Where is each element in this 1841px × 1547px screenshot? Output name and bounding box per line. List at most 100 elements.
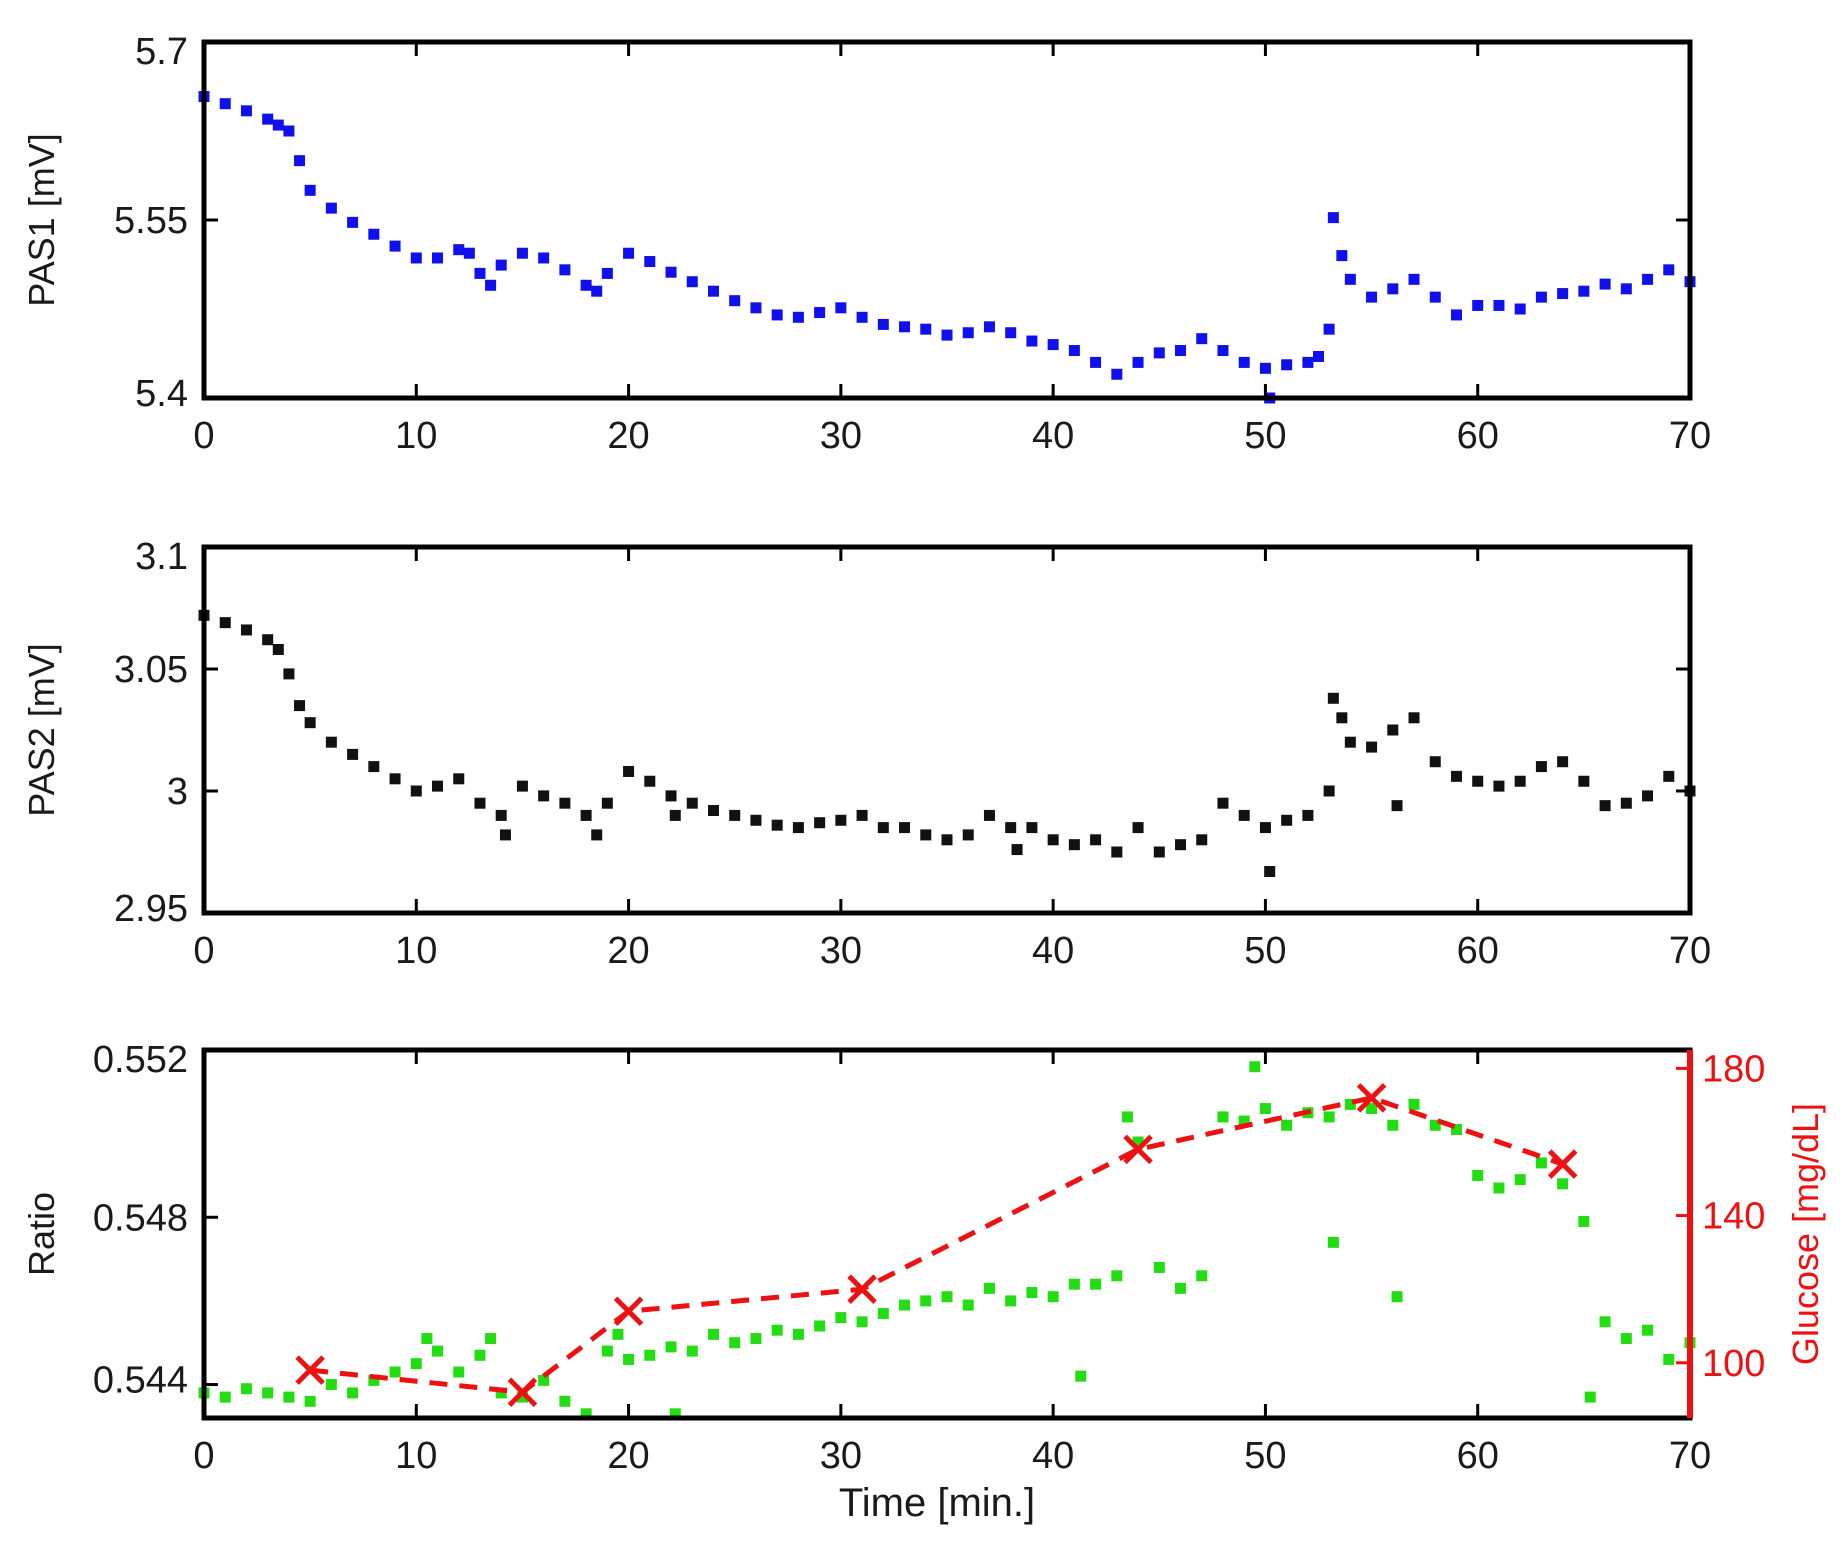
axes-frame [201,39,1693,401]
data-point [1344,736,1356,748]
data-point [1356,1083,1387,1113]
data-point [1429,1119,1441,1131]
data-point [432,1345,444,1357]
data-point [644,256,656,268]
series-1 [198,91,1696,404]
data-point [389,240,401,252]
data-point [1663,264,1675,276]
data-point [1472,299,1484,311]
data-point [1111,846,1123,858]
y-axis-label: Ratio [21,1192,62,1276]
data-point [644,1349,656,1361]
data-point [1264,866,1276,878]
data-point [1323,323,1335,335]
data-point [1599,800,1611,812]
data-point [771,1324,783,1336]
data-point-stroke [1356,1083,1387,1113]
right-y-tick-label: 180 [1702,1048,1765,1090]
data-point [1547,1149,1578,1179]
data-point [507,1377,538,1408]
data-point [920,323,932,335]
data-point [1047,339,1059,351]
y-axis-label: PAS2 [mV] [21,643,62,816]
x-tick-label: 10 [395,415,437,457]
data-point [669,1408,681,1420]
data-point [771,819,783,831]
data-point [856,1316,868,1328]
data-point [516,780,528,792]
data-point [707,1328,719,1340]
data-point [1238,356,1250,368]
data-point [1005,822,1017,834]
data-point [304,1395,316,1407]
y-tick-label: 3 [167,771,188,813]
data-point-stroke [295,1355,325,1385]
series-1 [198,1061,1696,1420]
data-point [347,1387,359,1399]
data-point [1217,1111,1229,1123]
data-point [686,1345,698,1357]
data-point [1663,770,1675,782]
data-point [495,809,507,821]
data-point [1238,809,1250,821]
data-point [304,184,316,196]
data-point [1132,356,1144,368]
data-point [432,252,444,264]
data-point [623,1353,635,1365]
data-point [463,247,475,259]
data-point [1123,1134,1153,1165]
data-point [814,817,826,829]
data-point [792,311,804,323]
data-point [792,1328,804,1340]
data-point [1472,775,1484,787]
data-point [1514,303,1526,315]
x-tick-label: 0 [193,930,214,972]
data-point [1026,822,1038,834]
data-point [835,1312,847,1324]
data-point [591,829,603,841]
data-point [707,805,719,817]
data-point [1047,1291,1059,1303]
data-point [1366,741,1378,753]
data-point [1175,345,1187,357]
data-point [623,247,635,259]
data-point [1005,327,1017,339]
data-point [1429,291,1441,303]
data-point [1111,1270,1123,1282]
data-point [856,809,868,821]
y-tick-label: 5.4 [135,373,188,415]
data-point [1249,1061,1261,1073]
data-point [983,1282,995,1294]
data-point [283,1391,295,1403]
data-point [580,1408,592,1420]
data-point [1175,1282,1187,1294]
data-point [432,780,444,792]
data-point [983,809,995,821]
data-point [1344,273,1356,285]
data-point [580,279,592,291]
data-point [1196,1270,1208,1282]
data-point [591,285,603,297]
y-tick-label: 0.548 [93,1197,188,1239]
data-point [410,252,422,264]
data-point [1259,362,1271,374]
data-point [941,329,953,341]
data-point [1620,283,1632,295]
data-point [686,797,698,809]
x-tick-label: 70 [1669,415,1711,457]
data-point [1450,1123,1462,1135]
x-tick-label: 10 [395,930,437,972]
data-point [1259,1103,1271,1115]
series-line [309,1095,1564,1395]
x-tick-label: 60 [1457,930,1499,972]
right-y-axis-label: Glucose [mg/dL] [1785,1103,1826,1365]
data-point [1578,1215,1590,1227]
data-point [262,1387,274,1399]
data-point [1217,345,1229,357]
data-point [240,1383,252,1395]
data-point [1090,834,1102,846]
data-point [1302,356,1314,368]
x-tick-label: 40 [1032,415,1074,457]
data-point [1302,809,1314,821]
